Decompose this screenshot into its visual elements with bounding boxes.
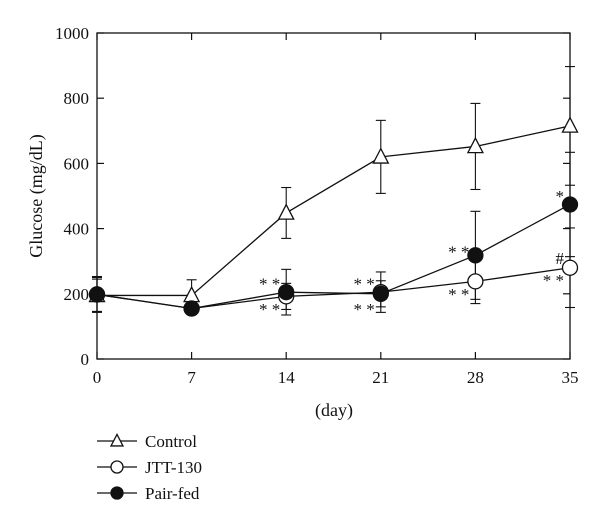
- x-tick-label: 21: [372, 368, 389, 387]
- data-point: [467, 247, 484, 264]
- x-tick-label: 14: [278, 368, 296, 387]
- y-tick-label: 200: [64, 285, 90, 304]
- legend-label: Pair-fed: [145, 484, 200, 503]
- legend-entry: Control: [97, 432, 197, 451]
- data-point: [467, 273, 484, 290]
- significance-mark: *: [556, 187, 565, 206]
- data-point: [88, 286, 106, 303]
- data-point: [278, 284, 295, 301]
- data-point: [561, 116, 579, 133]
- data-point: [183, 300, 200, 317]
- data-point: [110, 460, 124, 474]
- data-point: [372, 147, 390, 164]
- series-lines: [96, 125, 571, 310]
- data-point: [561, 259, 579, 276]
- y-tick-label: 400: [64, 220, 90, 239]
- significance-mark: * *: [259, 300, 280, 319]
- data-point: [561, 196, 579, 213]
- x-tick-label: 28: [467, 368, 484, 387]
- legend-label: Control: [145, 432, 197, 451]
- data-point: [372, 285, 389, 302]
- data-point: [110, 486, 124, 500]
- data-point: [466, 136, 484, 154]
- significance-mark: * *: [354, 274, 375, 293]
- series-line: [96, 267, 571, 310]
- y-axis-label: Glucose (mg/dL): [26, 134, 47, 257]
- y-tick-label: 0: [81, 350, 90, 369]
- significance-annotations: * * * * * * * * * * * * * # * *: [259, 187, 565, 319]
- significance-mark: * *: [448, 242, 469, 261]
- series-line: [96, 203, 571, 310]
- significance-mark: #: [556, 249, 565, 268]
- plot-frame: [96, 32, 571, 360]
- data-point: [183, 285, 201, 303]
- y-tick-label: 800: [64, 89, 90, 108]
- legend-label: JTT-130: [145, 458, 202, 477]
- x-tick-label: 35: [562, 368, 579, 387]
- significance-mark: * *: [448, 285, 469, 304]
- legend: Control JTT-130 Pair-fed: [97, 432, 202, 503]
- significance-mark: * *: [543, 271, 564, 290]
- y-tick-label: 1000: [55, 24, 89, 43]
- legend-entry: Pair-fed: [97, 484, 200, 503]
- x-tick-label: 0: [93, 368, 102, 387]
- significance-mark: * *: [354, 300, 375, 319]
- significance-mark: * *: [259, 274, 280, 293]
- data-point: [109, 432, 125, 447]
- legend-entry: JTT-130: [97, 458, 202, 477]
- series-line: [97, 125, 571, 297]
- x-axis: 0 7 14 21 28 35: [93, 33, 579, 387]
- y-tick-label: 600: [64, 154, 90, 173]
- x-axis-label: (day): [315, 400, 353, 421]
- series-markers: [88, 116, 579, 317]
- y-axis: 0 200 400 600 800 1000: [55, 24, 570, 369]
- plot-border: [96, 32, 571, 360]
- x-tick-label: 7: [187, 368, 196, 387]
- data-point: [277, 203, 295, 220]
